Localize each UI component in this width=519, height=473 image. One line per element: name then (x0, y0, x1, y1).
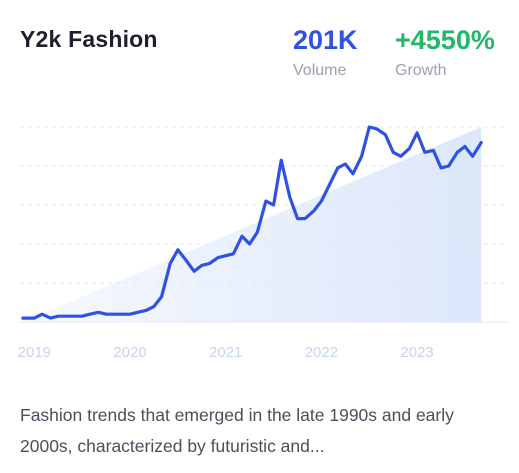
trend-title: Y2k Fashion (20, 26, 158, 52)
volume-metric: 201K Volume (293, 24, 358, 80)
x-tick-label: 2019 (18, 344, 51, 361)
x-tick-label: 2020 (113, 344, 146, 361)
x-tick-label: 2022 (305, 344, 338, 361)
trend-area (22, 127, 482, 322)
trend-line-chart: 2019 2020 2021 2022 2023 (18, 125, 508, 361)
volume-label: Volume (293, 62, 347, 79)
growth-label: Growth (395, 62, 447, 79)
growth-value: +4550% (395, 25, 495, 55)
x-tick-label: 2021 (209, 344, 242, 361)
trend-description: Fashion trends that emerged in the late … (20, 405, 454, 456)
volume-series-line (21, 125, 483, 320)
x-tick-label: 2023 (400, 344, 433, 361)
growth-metric: +4550% Growth (395, 24, 495, 80)
volume-value: 201K (293, 25, 358, 55)
